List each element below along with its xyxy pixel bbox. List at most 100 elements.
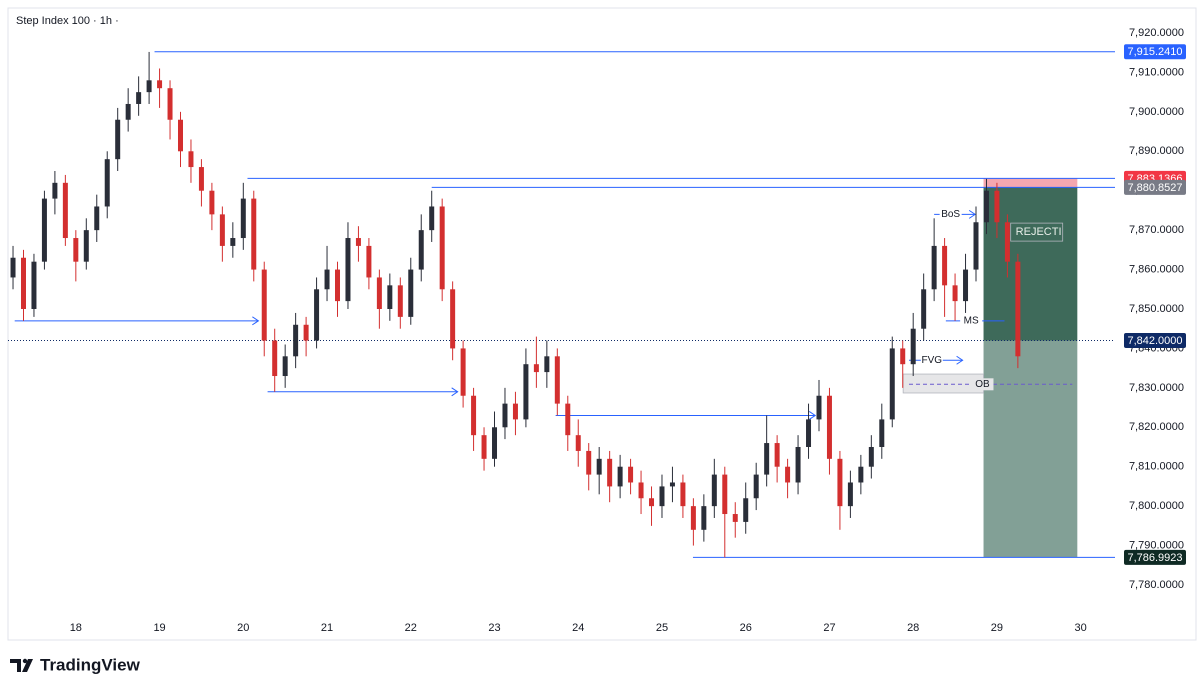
- candle-body: [198, 167, 204, 191]
- candle: [397, 277, 403, 329]
- candle-body: [523, 364, 529, 420]
- candle: [376, 269, 382, 329]
- candle-body: [10, 257, 16, 278]
- candle: [963, 253, 969, 313]
- candle-body: [900, 348, 906, 365]
- x-tick-label: 27: [823, 622, 835, 634]
- candle: [31, 253, 37, 317]
- candle: [743, 482, 749, 534]
- candle-body: [722, 474, 728, 515]
- candle-body: [429, 206, 435, 231]
- candle-body: [963, 269, 969, 302]
- candle-body: [314, 289, 320, 341]
- candle-body: [355, 238, 361, 246]
- candle-body: [240, 198, 246, 239]
- candle-body: [669, 482, 675, 487]
- candle: [826, 387, 832, 475]
- candle-body: [879, 419, 885, 447]
- annotation-label: BoS: [941, 209, 960, 220]
- candle: [889, 336, 895, 428]
- candle-body: [711, 474, 717, 507]
- candle: [188, 139, 194, 183]
- candle-body: [219, 214, 225, 246]
- candle-body: [973, 222, 979, 270]
- candle-body: [607, 458, 613, 487]
- candle: [575, 419, 581, 467]
- arrow-head: [956, 355, 964, 365]
- label-bg: [939, 208, 962, 221]
- candle-body: [617, 466, 623, 487]
- candle: [125, 88, 131, 132]
- candle: [387, 273, 393, 321]
- candle-body: [931, 245, 937, 290]
- candle: [764, 415, 770, 487]
- candle: [628, 458, 634, 495]
- candle: [293, 312, 299, 369]
- y-tick-label: 7,900.0000: [1129, 106, 1184, 118]
- candle-body: [921, 289, 927, 329]
- candle-body: [418, 230, 424, 270]
- brand-name: TradingView: [40, 655, 141, 674]
- price-tag: [1124, 44, 1186, 60]
- candle: [680, 474, 686, 518]
- candle-body: [983, 190, 989, 223]
- candle-body: [439, 206, 445, 290]
- candle: [471, 387, 477, 451]
- candle: [617, 454, 623, 499]
- candle-body: [157, 80, 163, 89]
- candle-body: [544, 356, 550, 373]
- candle-body: [690, 506, 696, 530]
- candle: [73, 230, 79, 282]
- candle-body: [806, 419, 812, 447]
- candle-body: [628, 466, 634, 483]
- candle: [586, 443, 592, 491]
- candle-body: [659, 486, 665, 507]
- y-tick-label: 7,890.0000: [1129, 145, 1184, 157]
- x-tick-label: 20: [237, 622, 249, 634]
- candle: [921, 273, 927, 341]
- candle-body: [942, 245, 948, 286]
- candle-body: [94, 206, 100, 231]
- candle: [303, 316, 309, 357]
- candle-body: [83, 230, 89, 262]
- candle: [52, 170, 58, 215]
- candle-body: [104, 159, 110, 207]
- candle: [41, 190, 47, 270]
- candle: [460, 340, 466, 408]
- candle-body: [795, 446, 801, 483]
- candle: [701, 494, 707, 542]
- candle-body: [868, 446, 874, 467]
- price-tag-text: 7,915.2410: [1127, 46, 1182, 58]
- candle: [596, 446, 602, 495]
- candle: [157, 68, 163, 108]
- candle: [146, 51, 152, 104]
- candle: [345, 222, 351, 309]
- candle: [62, 174, 68, 246]
- candle-body: [73, 238, 79, 262]
- candle-body: [31, 261, 37, 309]
- candle: [104, 151, 110, 219]
- candle: [512, 391, 518, 436]
- candle: [942, 238, 948, 317]
- candle: [638, 470, 644, 515]
- candle-body: [387, 285, 393, 309]
- y-tick-label: 7,820.0000: [1129, 421, 1184, 433]
- candle: [554, 348, 560, 416]
- annotation-label: OB: [975, 379, 990, 390]
- candle-body: [533, 364, 539, 373]
- candle: [20, 249, 26, 321]
- candle-body: [785, 466, 791, 483]
- candle-body: [408, 269, 414, 317]
- candle-body: [889, 348, 895, 420]
- candle: [994, 182, 1000, 239]
- candle-body: [638, 482, 644, 499]
- candle-body: [293, 324, 299, 357]
- candle-body: [1004, 222, 1010, 262]
- note-text: REJECTI: [1016, 226, 1062, 238]
- candle: [711, 458, 717, 518]
- candle-body: [167, 88, 173, 120]
- price-tag-text: 7,842.0000: [1127, 335, 1182, 347]
- price-tag-text: 7,786.9923: [1127, 552, 1182, 564]
- candle: [858, 454, 864, 495]
- candle: [282, 344, 288, 388]
